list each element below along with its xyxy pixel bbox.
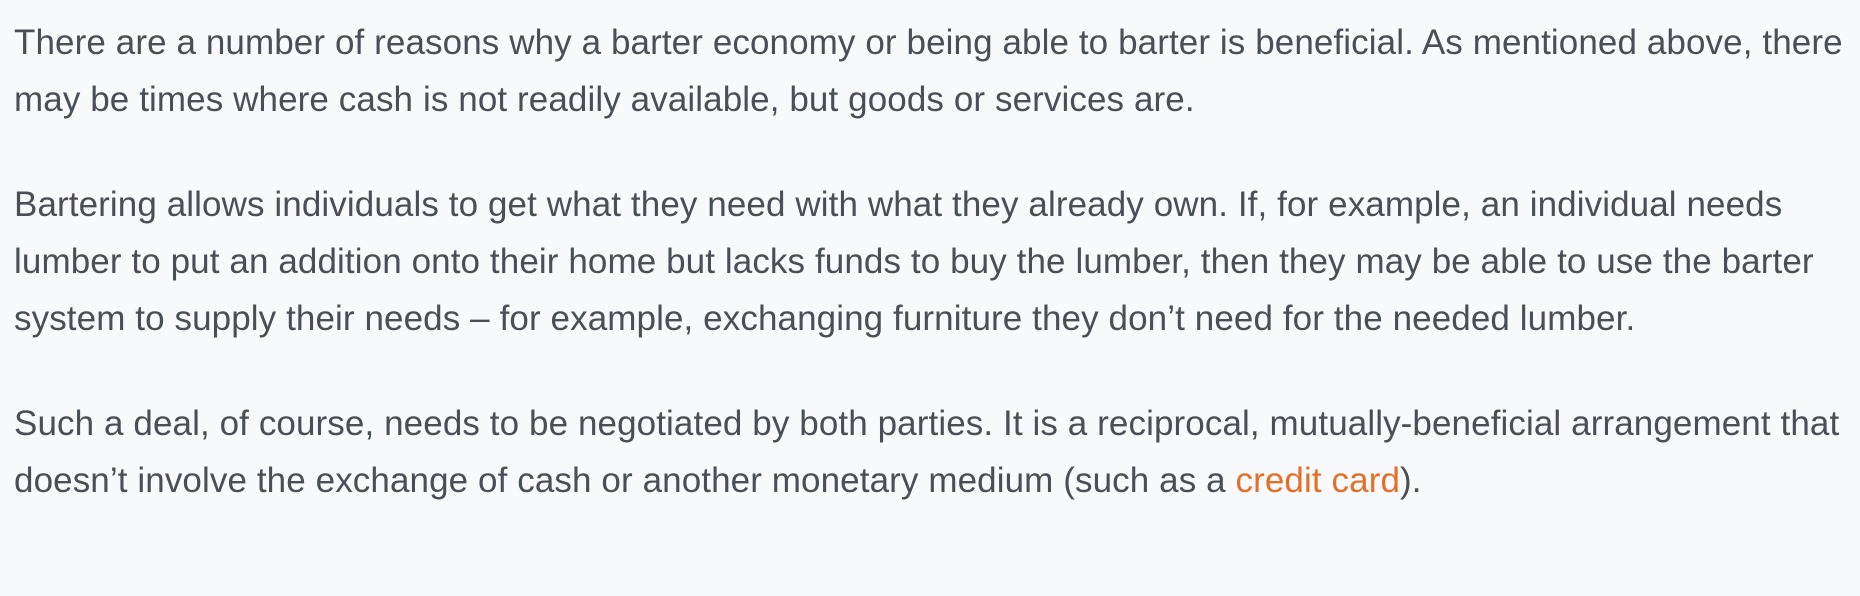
paragraph-bartering-example: Bartering allows individuals to get what… — [14, 185, 1814, 338]
paragraph-negotiation-text-before: Such a deal, of course, needs to be nego… — [14, 404, 1840, 500]
credit-card-link[interactable]: credit card — [1235, 461, 1401, 500]
paragraph-barter-benefits: There are a number of reasons why a bart… — [14, 23, 1843, 119]
paragraph-negotiation: Such a deal, of course, needs to be nego… — [14, 395, 1846, 509]
paragraph-negotiation-text-after: ). — [1400, 461, 1422, 500]
article-body: There are a number of reasons why a bart… — [14, 23, 1846, 509]
